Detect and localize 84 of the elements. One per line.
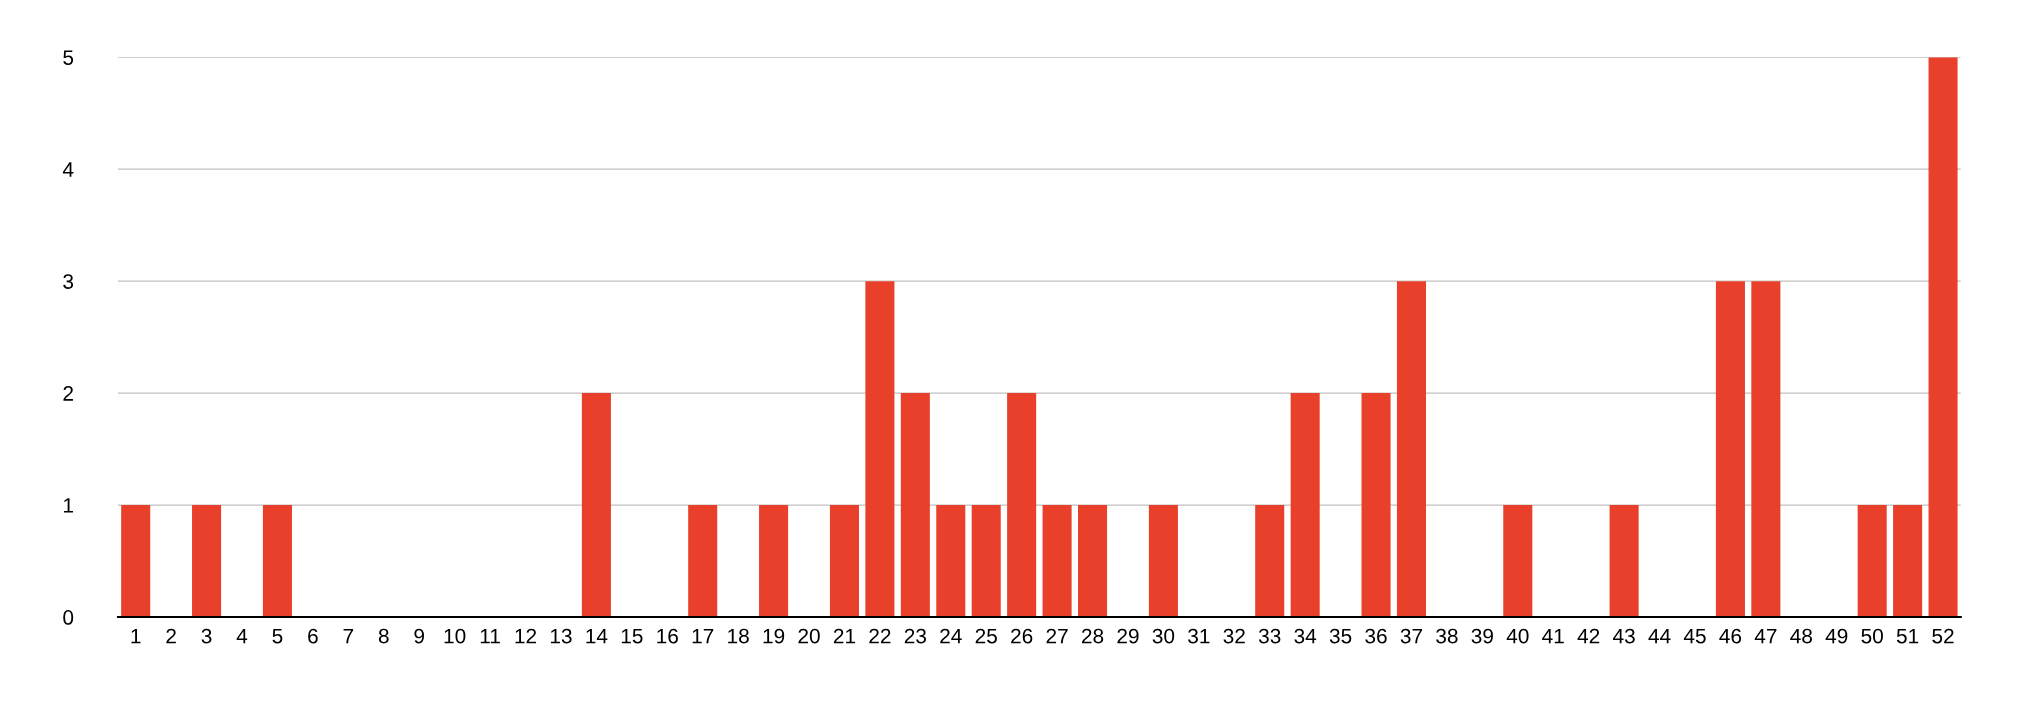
x-tick-label: 45 — [1683, 628, 1706, 644]
y-tick-label: 0 — [63, 610, 74, 625]
bar — [900, 393, 930, 618]
x-tick-label: 30 — [1152, 628, 1175, 644]
bar — [1361, 393, 1391, 618]
x-tick-label: 8 — [378, 628, 389, 644]
x-tick-label: 17 — [692, 628, 714, 644]
y-tick-label: 5 — [63, 50, 74, 65]
x-tick-label: 51 — [1896, 628, 1919, 644]
x-tick-label: 46 — [1719, 628, 1742, 644]
x-tick-label: 47 — [1754, 628, 1777, 644]
bar — [936, 505, 966, 618]
x-tick-label: 40 — [1506, 628, 1529, 644]
bar — [688, 505, 718, 618]
x-tick-label: 9 — [414, 628, 425, 644]
x-tick-label: 13 — [550, 628, 572, 644]
bar — [971, 505, 1001, 618]
bar — [829, 505, 859, 618]
bar — [1290, 393, 1320, 618]
bar — [1255, 505, 1285, 618]
x-tick-label: 26 — [1011, 628, 1033, 644]
y-tick-label: 1 — [64, 498, 73, 513]
x-tick-label: 11 — [480, 628, 500, 644]
x-tick-label: 34 — [1294, 628, 1317, 644]
x-tick-label: 24 — [940, 628, 962, 644]
y-tick-label: 4 — [62, 162, 74, 177]
bar — [1715, 281, 1745, 618]
bar — [262, 505, 292, 618]
x-tick-label: 36 — [1365, 628, 1387, 644]
x-tick-label: 41 — [1542, 628, 1564, 644]
x-tick-label: 7 — [343, 628, 354, 644]
x-tick-label: 50 — [1861, 628, 1883, 644]
x-tick-label: 20 — [798, 628, 820, 644]
x-tick-label: 10 — [444, 628, 466, 644]
bar — [192, 505, 222, 618]
x-tick-label: 5 — [272, 628, 283, 644]
y-tick-label: 2 — [63, 386, 73, 401]
bar — [1148, 505, 1178, 618]
y-tick-label: 3 — [63, 274, 74, 289]
x-tick-label: 16 — [657, 628, 678, 644]
bar — [1857, 505, 1887, 618]
x-tick-label: 1 — [131, 628, 141, 644]
bar — [1078, 505, 1108, 618]
x-tick-label: 38 — [1436, 628, 1458, 644]
x-tick-label: 37 — [1400, 628, 1423, 644]
x-tick-label: 21 — [833, 628, 856, 644]
x-tick-label: 4 — [236, 628, 248, 644]
bar — [1893, 505, 1923, 618]
x-tick-label: 42 — [1577, 628, 1600, 644]
x-tick-label: 2 — [166, 628, 176, 644]
bar — [1751, 281, 1781, 618]
x-tick-label: 33 — [1258, 628, 1281, 644]
x-tick-label: 29 — [1117, 628, 1139, 644]
bar — [1042, 505, 1072, 618]
bar — [759, 505, 789, 618]
bar — [1503, 505, 1533, 618]
x-tick-label: 3 — [201, 628, 212, 644]
x-tick-label: 19 — [763, 628, 785, 644]
x-tick-label: 12 — [515, 628, 537, 644]
bar — [1928, 57, 1958, 618]
bar — [1007, 393, 1037, 618]
x-tick-label: 14 — [586, 628, 608, 644]
x-tick-label: 43 — [1613, 628, 1635, 644]
x-tick-label: 28 — [1081, 628, 1104, 644]
x-tick-label: 39 — [1471, 628, 1493, 644]
x-tick-label: 52 — [1932, 628, 1954, 644]
x-tick-label: 15 — [621, 628, 643, 644]
x-tick-label: 35 — [1329, 628, 1352, 644]
x-tick-label: 25 — [975, 628, 997, 644]
x-tick-label: 27 — [1046, 628, 1068, 644]
bar — [581, 393, 611, 618]
bar — [1609, 505, 1639, 618]
x-tick-label: 48 — [1790, 628, 1812, 644]
x-tick-label: 32 — [1223, 628, 1245, 644]
x-tick-label: 44 — [1648, 628, 1671, 644]
x-tick-label: 22 — [869, 628, 891, 644]
x-tick-label: 23 — [904, 628, 927, 644]
x-tick-label: 6 — [308, 628, 318, 644]
bar — [1396, 281, 1427, 618]
bar — [865, 281, 895, 618]
x-tick-label: 31 — [1188, 628, 1210, 644]
bar — [121, 505, 151, 618]
x-tick-label: 49 — [1825, 628, 1848, 644]
x-tick-label: 18 — [728, 628, 749, 644]
